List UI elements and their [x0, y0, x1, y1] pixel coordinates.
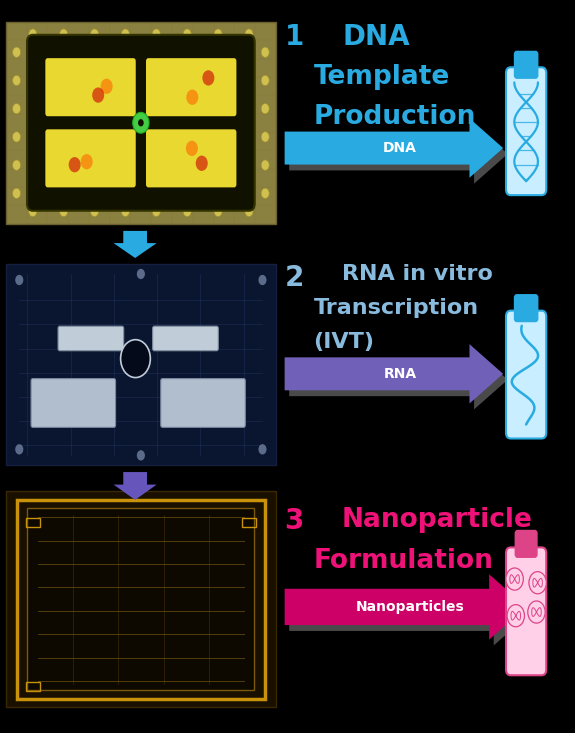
FancyBboxPatch shape — [506, 548, 546, 675]
Circle shape — [133, 112, 149, 133]
Polygon shape — [285, 574, 526, 640]
Circle shape — [506, 568, 523, 590]
Circle shape — [214, 29, 222, 40]
FancyBboxPatch shape — [6, 22, 276, 224]
Circle shape — [152, 206, 160, 217]
Circle shape — [261, 47, 269, 57]
Circle shape — [261, 75, 269, 86]
Circle shape — [245, 29, 253, 40]
FancyBboxPatch shape — [27, 35, 255, 211]
Text: DNA: DNA — [342, 23, 410, 51]
Circle shape — [121, 339, 150, 377]
Circle shape — [81, 154, 93, 169]
Text: (IVT): (IVT) — [313, 332, 374, 352]
Circle shape — [183, 206, 191, 217]
Circle shape — [90, 29, 98, 40]
Circle shape — [13, 188, 21, 199]
Text: Nanoparticles: Nanoparticles — [355, 600, 464, 614]
Circle shape — [13, 47, 21, 57]
Circle shape — [196, 155, 208, 171]
Circle shape — [15, 275, 24, 285]
Circle shape — [29, 206, 37, 217]
FancyBboxPatch shape — [506, 67, 546, 195]
Text: Nanoparticle: Nanoparticle — [342, 507, 533, 533]
FancyBboxPatch shape — [31, 379, 116, 427]
Circle shape — [258, 444, 267, 454]
Circle shape — [29, 29, 37, 40]
Circle shape — [137, 450, 145, 460]
Circle shape — [60, 29, 68, 40]
FancyBboxPatch shape — [45, 58, 136, 117]
FancyBboxPatch shape — [515, 51, 538, 78]
Circle shape — [121, 29, 129, 40]
FancyBboxPatch shape — [58, 326, 124, 351]
Text: Template: Template — [313, 64, 450, 89]
Polygon shape — [113, 472, 156, 500]
Polygon shape — [285, 345, 503, 403]
Circle shape — [261, 103, 269, 114]
Circle shape — [68, 157, 80, 172]
Circle shape — [90, 206, 98, 217]
Circle shape — [13, 75, 21, 86]
Circle shape — [261, 188, 269, 199]
FancyBboxPatch shape — [153, 326, 218, 351]
Circle shape — [245, 206, 253, 217]
FancyBboxPatch shape — [515, 295, 538, 322]
Text: 1: 1 — [285, 23, 304, 51]
Circle shape — [261, 160, 269, 170]
Text: 2: 2 — [285, 264, 304, 292]
Text: Transcription: Transcription — [313, 298, 478, 318]
Circle shape — [186, 141, 198, 156]
Circle shape — [101, 78, 113, 94]
Circle shape — [92, 87, 104, 103]
Circle shape — [186, 89, 198, 105]
Circle shape — [121, 206, 129, 217]
Text: DNA: DNA — [383, 141, 417, 155]
FancyBboxPatch shape — [146, 129, 236, 188]
Circle shape — [60, 206, 68, 217]
FancyBboxPatch shape — [45, 129, 136, 188]
FancyBboxPatch shape — [6, 491, 276, 707]
Circle shape — [152, 29, 160, 40]
Circle shape — [528, 601, 545, 623]
FancyBboxPatch shape — [28, 509, 254, 690]
Circle shape — [261, 132, 269, 142]
Text: Production: Production — [313, 104, 476, 130]
Circle shape — [183, 29, 191, 40]
Circle shape — [202, 70, 214, 86]
Text: RNA: RNA — [384, 366, 417, 381]
FancyBboxPatch shape — [515, 531, 537, 557]
Circle shape — [529, 572, 546, 594]
Text: Formulation: Formulation — [313, 548, 493, 573]
Circle shape — [258, 275, 267, 285]
Text: RNA in vitro: RNA in vitro — [342, 264, 493, 284]
Circle shape — [13, 160, 21, 170]
Circle shape — [13, 103, 21, 114]
Circle shape — [15, 444, 24, 454]
Circle shape — [13, 132, 21, 142]
Polygon shape — [289, 125, 508, 183]
FancyBboxPatch shape — [506, 311, 546, 438]
Circle shape — [507, 605, 524, 627]
Text: 3: 3 — [285, 507, 304, 535]
Polygon shape — [113, 231, 156, 258]
Polygon shape — [289, 580, 531, 646]
Circle shape — [214, 206, 222, 217]
Circle shape — [138, 119, 144, 126]
FancyBboxPatch shape — [146, 58, 236, 117]
Circle shape — [137, 269, 145, 279]
FancyBboxPatch shape — [161, 379, 246, 427]
Polygon shape — [285, 118, 503, 177]
FancyBboxPatch shape — [6, 264, 276, 465]
Polygon shape — [289, 350, 508, 409]
